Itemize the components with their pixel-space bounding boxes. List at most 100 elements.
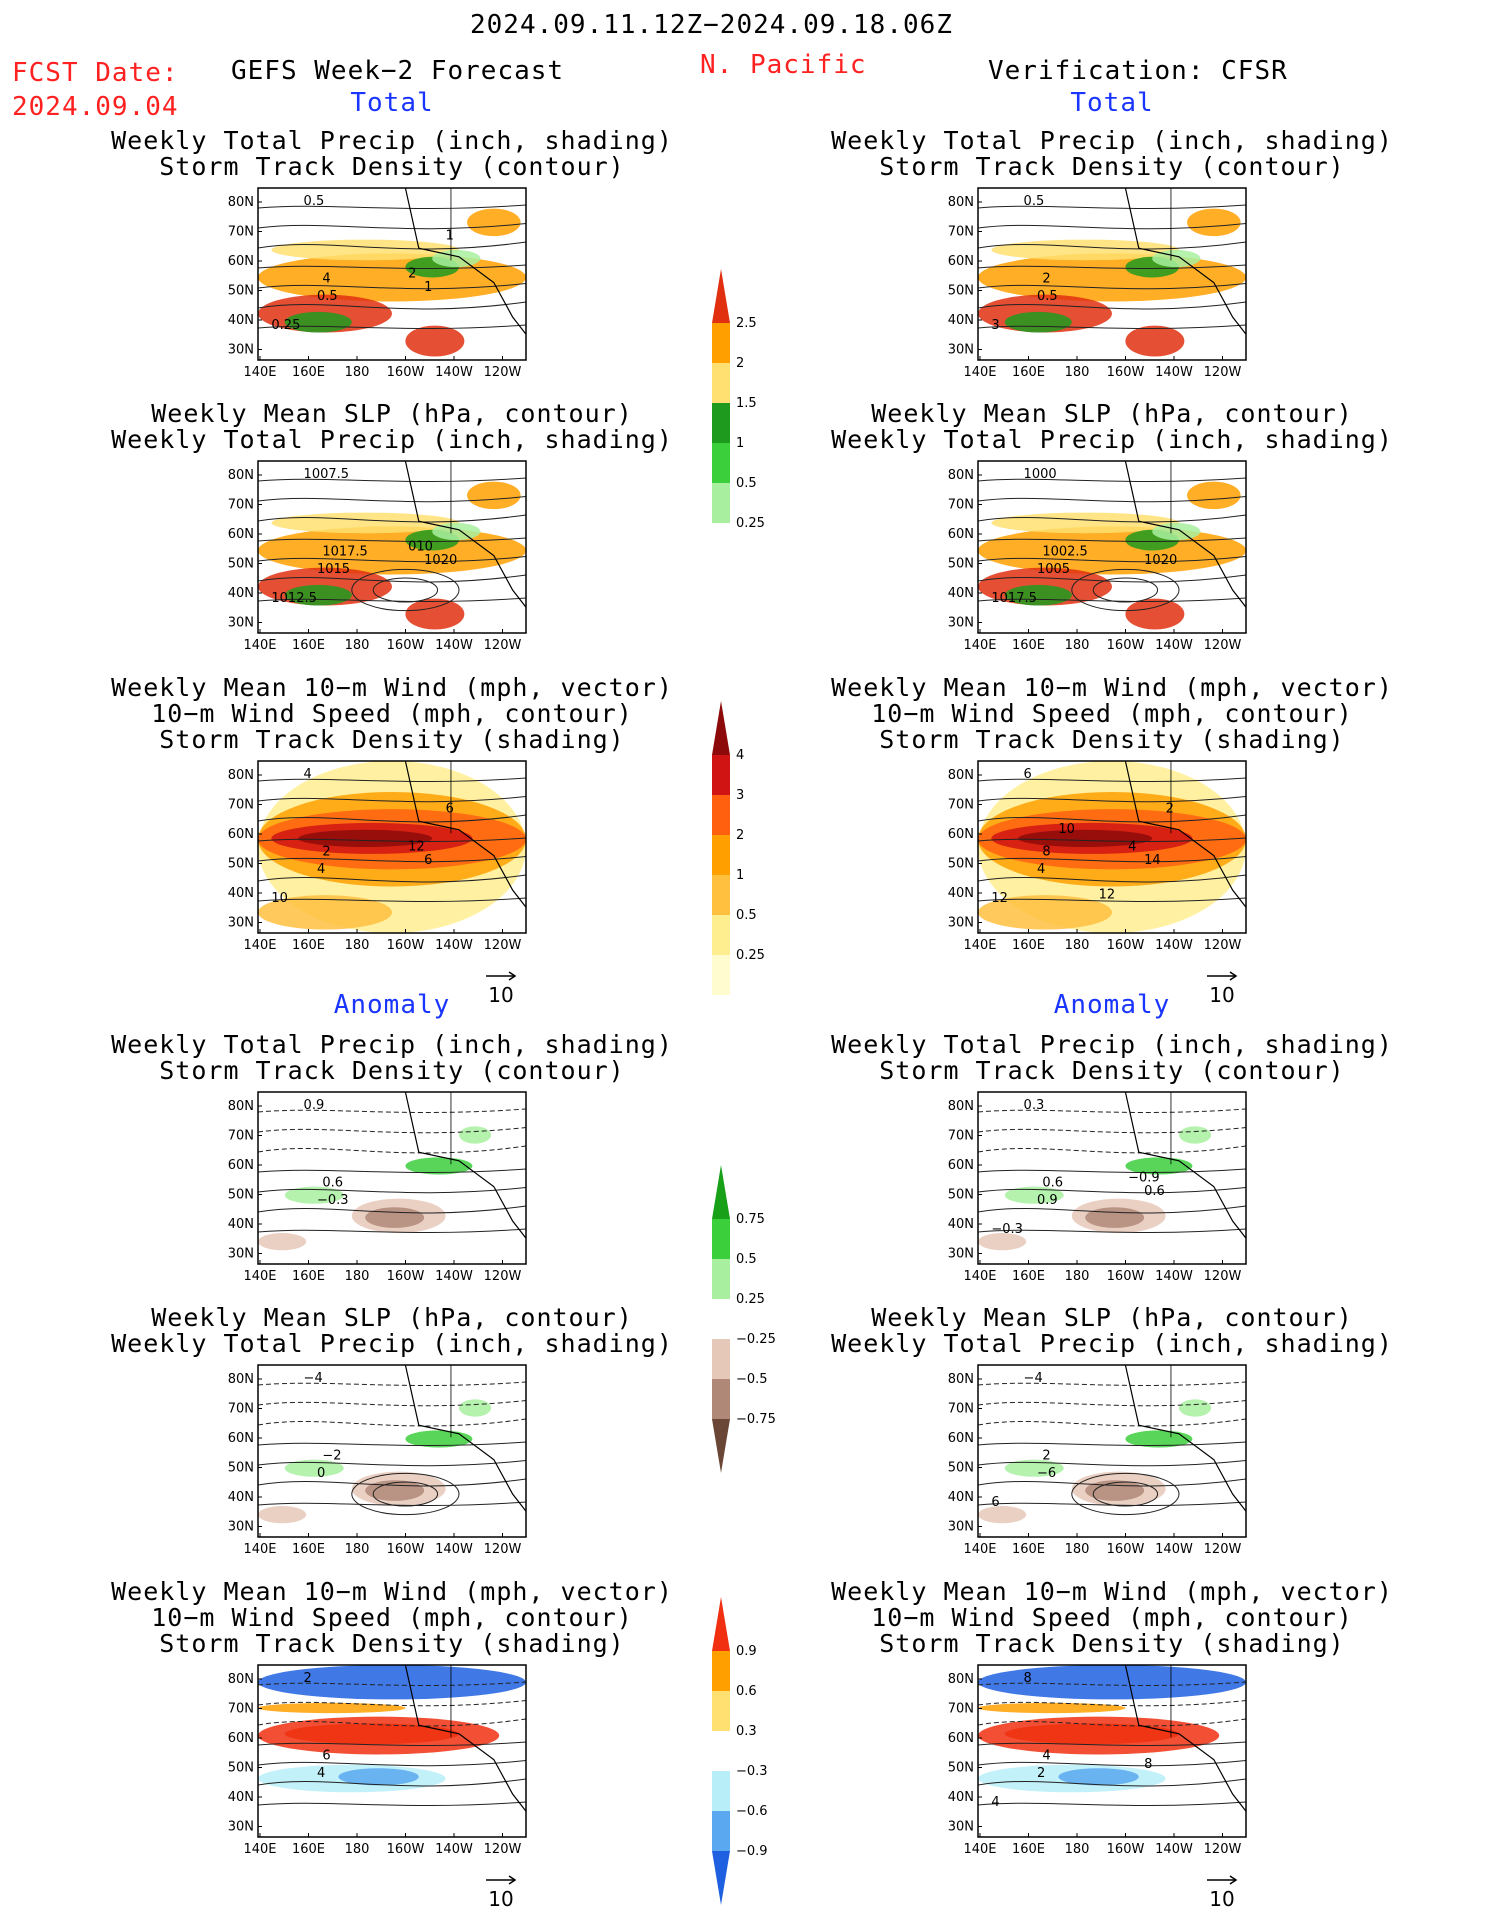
lat-tick-label: 60N — [228, 827, 254, 842]
lon-tick-label: 140E — [963, 1842, 996, 1857]
shading-layer — [978, 208, 1246, 357]
contour-label: 2 — [1166, 802, 1174, 817]
contour-layer — [257, 1381, 527, 1516]
shading-region — [298, 829, 433, 847]
contour-line — [257, 1478, 527, 1487]
colorbar-segment — [712, 701, 730, 755]
colorbar-segment — [712, 835, 730, 875]
lat-tick-label: 40N — [228, 886, 254, 901]
lon-tick-label: 180 — [345, 638, 370, 653]
lon-tick-label: 160E — [292, 1842, 325, 1857]
contour-label: 0.6 — [322, 1176, 343, 1191]
lon-tick-label: 140W — [435, 638, 473, 653]
colorbar-label: 3 — [736, 788, 744, 803]
contour-line — [257, 556, 527, 563]
contour-line — [977, 1441, 1247, 1446]
lon-tick-label: 140E — [963, 1542, 996, 1557]
contour-label: 1015 — [317, 562, 350, 577]
shading-region — [258, 526, 526, 575]
colorbar-label: 2 — [736, 356, 744, 371]
contour-label: 0 — [317, 1466, 325, 1481]
contour-label: 6 — [1024, 767, 1032, 782]
lon-tick-label: 140W — [435, 365, 473, 380]
colorbar-segment — [712, 875, 730, 915]
contour-line — [977, 301, 1247, 310]
map-frame — [977, 1364, 1247, 1538]
vector-ref-v3: 10 — [1205, 966, 1239, 1005]
title-f2: Weekly Mean SLP (hPa, contour) Weekly Tot… — [111, 399, 673, 454]
lon-tick-label: 180 — [1065, 1542, 1090, 1557]
contour-label: 0.9 — [1037, 1193, 1058, 1208]
contour-line — [977, 556, 1247, 563]
colorbar-segment — [712, 795, 730, 835]
contour-label: 0.9 — [304, 1098, 325, 1113]
lat-tick-label: 60N — [228, 254, 254, 269]
lat-tick-label: 50N — [948, 1461, 974, 1476]
lon-tick-label: 120W — [1204, 1269, 1242, 1284]
contour-line — [977, 1145, 1247, 1154]
shading-layer — [978, 481, 1246, 630]
shading-region — [338, 1768, 419, 1786]
colorbar-label: −0.25 — [736, 1332, 776, 1347]
shading-region — [1058, 1768, 1139, 1786]
contour-line — [257, 204, 527, 209]
contour-line — [257, 1168, 527, 1173]
lon-tick-label: 160W — [387, 1542, 425, 1557]
contour-label: 4 — [304, 767, 312, 782]
lon-tick-label: 160W — [387, 638, 425, 653]
contour-label: 1002.5 — [1042, 545, 1088, 560]
contour-label: −0.3 — [317, 1193, 349, 1208]
contour-line — [257, 264, 527, 269]
contour-label: 4 — [1037, 862, 1045, 877]
lon-tick-label: 140E — [243, 1542, 276, 1557]
lon-tick-label: 160E — [1012, 1542, 1045, 1557]
contour-line — [257, 1108, 527, 1113]
contour-line — [977, 283, 1247, 290]
shading-layer — [258, 208, 526, 357]
coastline — [1124, 1364, 1247, 1512]
pressure-center-contour — [351, 568, 460, 612]
contour-label: 2 — [1042, 272, 1050, 287]
contour-label: 8 — [1042, 845, 1050, 860]
shading-region — [1004, 1459, 1064, 1477]
coastline — [404, 760, 527, 908]
lon-tick-label: 160W — [1107, 1269, 1145, 1284]
map-panel-forecast-precip-track-anom: 0.9 0.6 −0.3 80N 70N 60N 50N 40N 30N 140E 160E 180 1… — [220, 1090, 534, 1286]
colorbar-segment — [712, 269, 730, 323]
contour-label: 12 — [991, 891, 1008, 906]
contour-line — [977, 223, 1247, 230]
shading-region — [978, 1702, 1126, 1714]
map-panel-verif-precip-track: 0.5 2 0.5 3 80N 70N 60N 50N 40N 30N 140E 160E 180 160… — [940, 186, 1254, 382]
lat-tick-label: 80N — [948, 195, 974, 210]
colorbar-label: −0.3 — [736, 1764, 768, 1779]
contour-line — [977, 477, 1247, 482]
contour-line — [977, 264, 1247, 269]
contour-layer — [977, 477, 1247, 612]
contour-line — [257, 537, 527, 542]
contour-label: 8 — [1024, 1671, 1032, 1686]
map-panel-forecast-slp-precip: 1007.5 1017.5 1015 1012.5 1020 010 80N 70N 60N 50… — [220, 459, 534, 655]
contour-line — [977, 1127, 1247, 1134]
contour-label: 1020 — [424, 553, 457, 568]
map-panel-verif-wind-track: 6 8 4 12 14 4 2 12 10 80N 70N 60N 50N 40N 30N 140E 160E 1… — [940, 759, 1254, 955]
shading-region — [258, 253, 526, 302]
colorbar-segment — [712, 915, 730, 955]
map-panel-forecast-precip-track: 0.5 4 0.5 0.25 1 2 1 80N 70N 60N 50N 40N 30N 140E 160E… — [220, 186, 534, 382]
colorbar-segment — [712, 1771, 730, 1811]
contour-label: 0.5 — [304, 194, 325, 209]
shading-region — [978, 895, 1112, 930]
lon-tick-label: 160E — [292, 638, 325, 653]
contour-line — [257, 597, 527, 602]
contour-label: 0.3 — [1024, 1098, 1045, 1113]
lon-tick-label: 140E — [243, 365, 276, 380]
lon-tick-label: 160W — [1107, 365, 1145, 380]
contour-layer — [977, 1681, 1247, 1806]
colorbar-label: 0.5 — [736, 1252, 757, 1267]
shading-region — [1004, 584, 1072, 606]
lon-tick-label: 120W — [484, 1269, 522, 1284]
contour-line — [977, 496, 1247, 503]
lon-tick-label: 180 — [345, 1542, 370, 1557]
contour-line — [977, 1760, 1247, 1767]
contour-line — [977, 1400, 1247, 1407]
lon-tick-label: 120W — [484, 638, 522, 653]
